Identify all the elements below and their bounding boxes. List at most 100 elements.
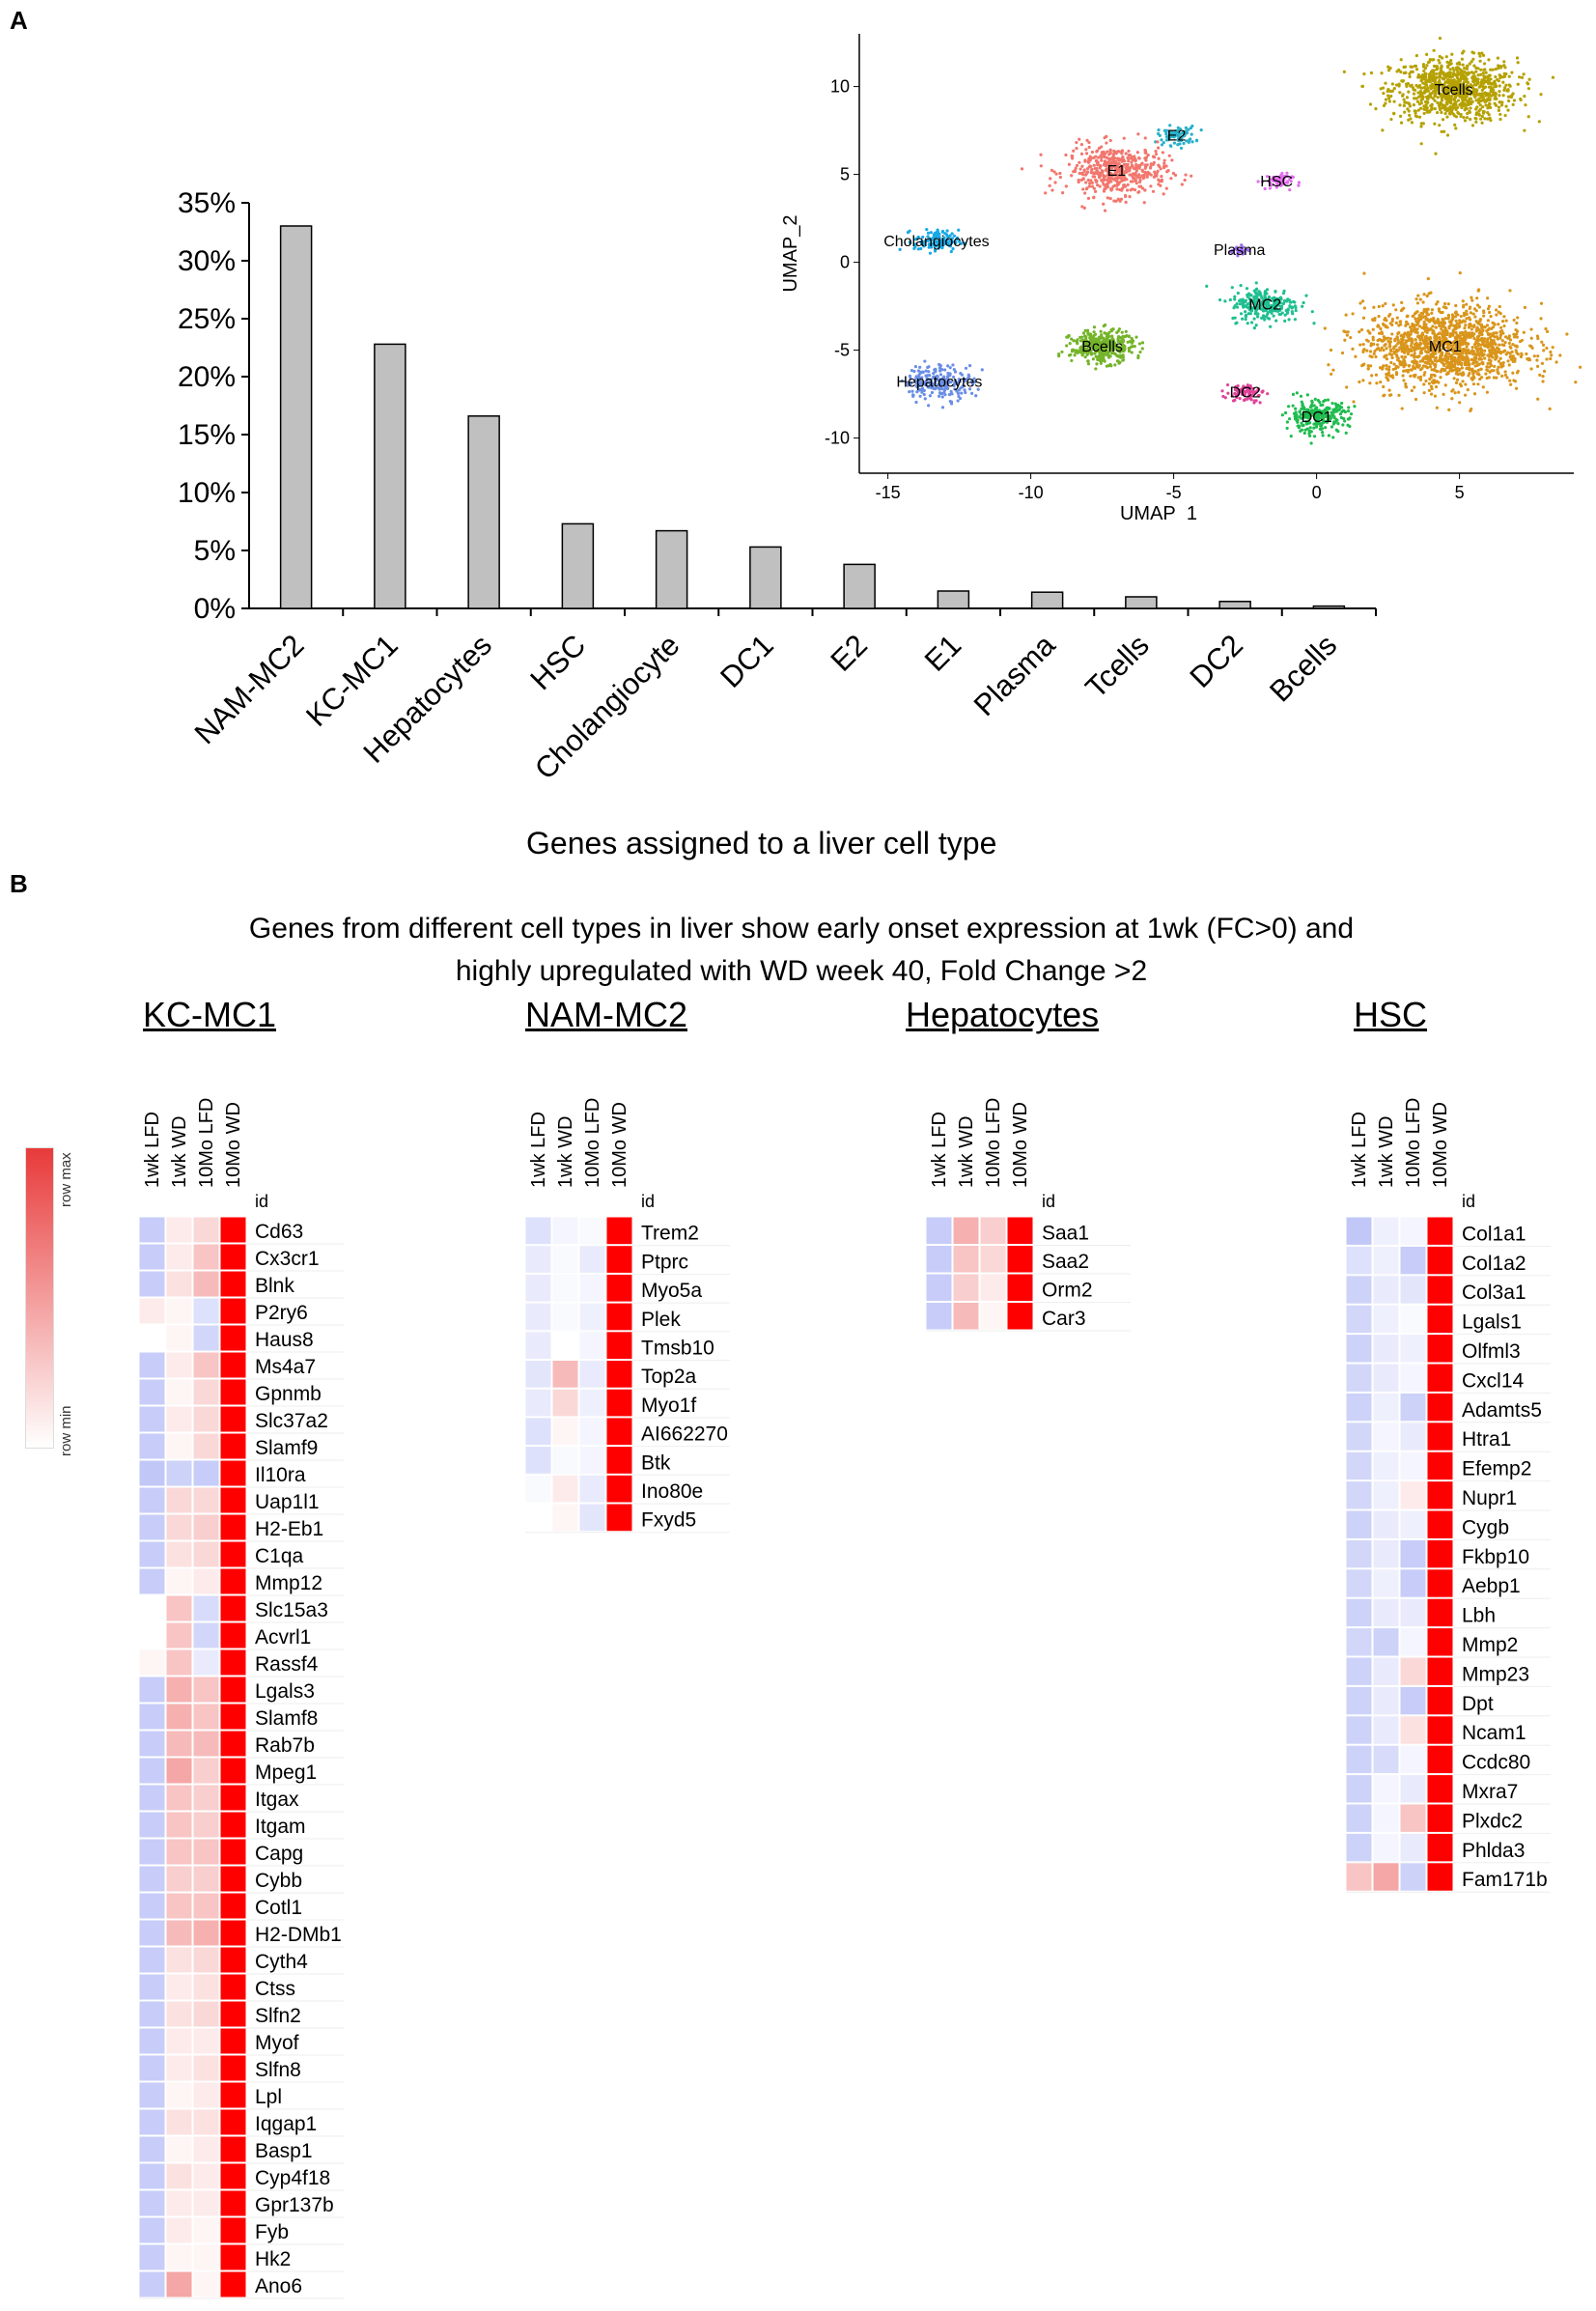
cell-point <box>1475 326 1479 330</box>
cell-point <box>1361 379 1365 382</box>
cell-point <box>1086 359 1090 363</box>
cell-point <box>1448 363 1452 367</box>
cell-point <box>1291 404 1295 408</box>
heatmap-cell <box>219 2243 247 2271</box>
cell-point <box>1447 75 1451 79</box>
cell-point <box>1060 350 1064 354</box>
cell-point <box>1078 160 1081 164</box>
cell-point <box>1402 103 1406 108</box>
cell-point <box>1099 174 1103 178</box>
cell-point <box>1423 342 1428 346</box>
cell-point <box>1075 140 1078 145</box>
cell-point <box>1347 406 1351 409</box>
cell-point <box>1162 141 1165 145</box>
cell-point <box>1293 414 1297 419</box>
cell-point <box>1380 71 1384 75</box>
cell-point <box>1387 97 1391 100</box>
cell-point <box>1383 393 1386 397</box>
cluster-tcells <box>1342 36 1555 155</box>
gene-label-iqgap1: Iqgap1 <box>255 2113 317 2135</box>
cell-point <box>1483 356 1487 360</box>
cell-point <box>1137 166 1141 170</box>
cell-point <box>1259 294 1263 297</box>
cell-point <box>1469 305 1472 309</box>
cell-point <box>1466 388 1470 392</box>
cell-point <box>1106 179 1109 183</box>
cell-point <box>1498 343 1501 347</box>
cell-point <box>1416 85 1420 89</box>
cell-point <box>1422 391 1426 395</box>
cell-point <box>1398 320 1402 324</box>
cell-point <box>1425 106 1429 110</box>
cell-point <box>1483 92 1487 96</box>
x-tick-label-dc1: DC1 <box>714 628 780 694</box>
cell-point <box>1271 296 1274 300</box>
cell-point <box>1474 99 1478 102</box>
cell-point <box>958 396 963 401</box>
cell-point <box>1096 357 1100 361</box>
heatmap-cell <box>524 1331 552 1360</box>
heatmap-cell <box>192 1784 220 1812</box>
cell-point <box>1473 345 1478 350</box>
heatmap-cell <box>219 1811 247 1839</box>
cell-point <box>1406 338 1411 343</box>
cell-point <box>1443 325 1447 329</box>
cell-point <box>1438 54 1442 59</box>
cell-point <box>1140 161 1144 165</box>
cell-point <box>1395 358 1400 362</box>
heatmap-cell <box>165 1405 193 1433</box>
gene-label-myo5a: Myo5a <box>641 1280 702 1302</box>
cell-point <box>1348 424 1352 429</box>
umap-y-tick-label: 0 <box>840 253 850 272</box>
cell-point <box>1454 326 1458 330</box>
cell-point <box>1308 430 1312 434</box>
cell-point <box>1406 351 1411 354</box>
cell-point <box>1498 112 1502 117</box>
cell-point <box>1116 354 1121 358</box>
cell-point <box>1334 417 1338 421</box>
cell-point <box>1392 352 1396 355</box>
cell-point <box>1176 143 1180 147</box>
gene-label-itgam: Itgam <box>255 1816 306 1838</box>
cell-point <box>1124 152 1128 155</box>
heatmap-cell <box>219 1865 247 1893</box>
cell-point <box>1498 350 1502 354</box>
cell-point <box>1157 163 1161 167</box>
cell-point <box>1358 343 1362 347</box>
cell-point <box>1456 84 1460 89</box>
cell-point <box>1466 111 1470 116</box>
gene-label-cx3cr1: Cx3cr1 <box>255 1248 320 1270</box>
cell-point <box>1441 99 1444 102</box>
cell-point <box>1162 164 1166 168</box>
cell-point <box>1264 308 1268 313</box>
heatmap-cell <box>192 2216 220 2244</box>
heatmap-cell <box>192 1432 220 1460</box>
cell-point <box>1268 186 1273 190</box>
cell-point <box>1477 353 1481 357</box>
cell-point <box>1087 184 1092 188</box>
cell-point <box>1064 153 1068 157</box>
cell-point <box>952 367 956 372</box>
gene-label-basp1: Basp1 <box>255 2140 313 2162</box>
cell-point <box>1501 360 1505 365</box>
umap-x-tick-label: 5 <box>1455 483 1465 502</box>
cell-point <box>1291 392 1296 396</box>
bar-kc-mc1 <box>374 343 406 609</box>
cell-point <box>1392 87 1396 91</box>
cell-point <box>1414 114 1418 118</box>
cell-point <box>1229 249 1233 253</box>
cell-point <box>1481 340 1485 344</box>
heatmap-cell <box>192 1730 220 1758</box>
cell-point <box>922 240 927 243</box>
heatmap-cell <box>165 1513 193 1541</box>
cell-point <box>1109 327 1113 332</box>
cell-point <box>1480 325 1484 330</box>
cell-point <box>1375 381 1379 385</box>
heatmap-cell <box>952 1245 980 1274</box>
cell-point <box>1434 343 1438 347</box>
cell-point <box>1104 175 1107 179</box>
heatmap-cell <box>1372 1715 1400 1745</box>
heatmap-cell <box>578 1503 606 1533</box>
cell-point <box>1164 164 1168 168</box>
cell-point <box>1452 356 1456 360</box>
